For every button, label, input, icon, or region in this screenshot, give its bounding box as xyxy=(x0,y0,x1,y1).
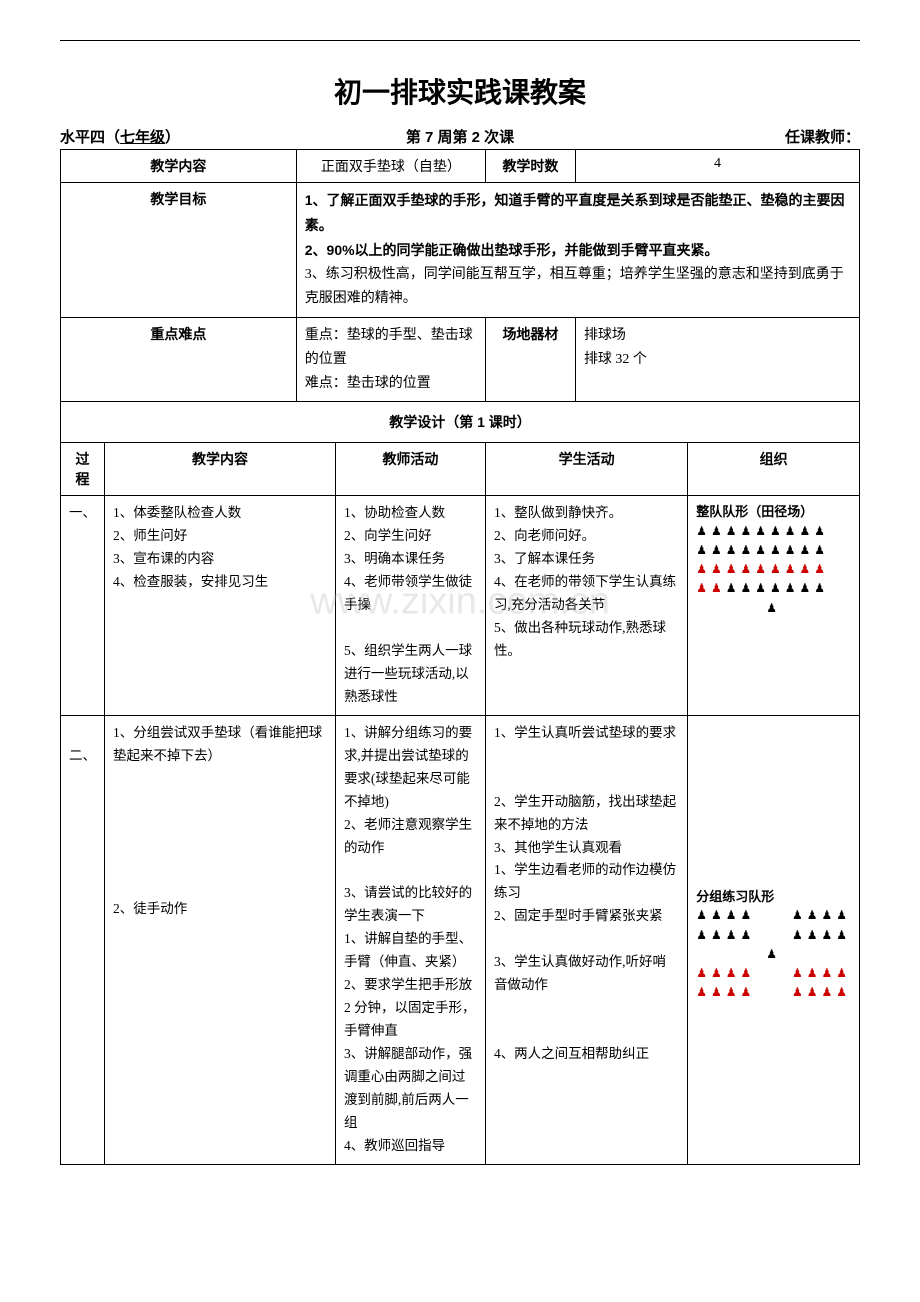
equip-value: 排球场 排球 32 个 xyxy=(575,317,859,401)
stage2-teacher-a: 1、讲解分组练习的要求,并提出尝试垫球的要求(球垫起来尽可能不掉地) 2、老师注… xyxy=(344,722,477,928)
col-org: 组织 xyxy=(688,443,860,496)
level-label: 水平四（ xyxy=(60,129,120,146)
stage2-num: 二、 xyxy=(61,715,105,1164)
col-content: 教学内容 xyxy=(105,443,336,496)
top-divider xyxy=(60,40,860,41)
meta-teacher: 任课教师： xyxy=(680,126,860,147)
stage1-content: 1、体委整队检查人数 2、师生问好 3、宣布课的内容 4、检查服装，安排见习生 xyxy=(105,496,336,715)
meta-level: 水平四（七年级） xyxy=(60,126,240,147)
focus-value: 重点：垫球的手型、垫击球的位置 难点：垫击球的位置 xyxy=(296,317,485,401)
content-value: 正面双手垫球（自垫） xyxy=(296,150,485,183)
meta-schedule: 第 7 周第 2 次课 xyxy=(240,126,680,147)
main-table: 教学内容 正面双手垫球（自垫） 教学时数 4 教学目标 1、了解正面双手垫球的手… xyxy=(60,149,860,1165)
formation-row: ♟♟♟♟ ♟♟♟♟ xyxy=(696,906,851,925)
focus-line1: 重点：垫球的手型、垫击球的位置 xyxy=(305,328,473,367)
stage2-student: 1、学生认真听尝试垫球的要求 2、学生开动脑筋，找出球垫起来不掉地的方法 3、其… xyxy=(485,715,687,1164)
col-teacher: 教师活动 xyxy=(335,443,485,496)
stage2-content-a: 1、分组尝试双手垫球（看谁能把球垫起来不掉下去） xyxy=(113,722,327,768)
row-col-headers: 过程 教学内容 教师活动 学生活动 组织 xyxy=(61,443,860,496)
formation-row: ♟♟♟♟ ♟♟♟♟ xyxy=(696,983,851,1002)
stage1-student: 1、整队做到静快齐。 2、向老师问好。 3、了解本课任务 4、在老师的带领下学生… xyxy=(485,496,687,715)
stage2-num-text: 二、 xyxy=(69,748,96,763)
stage2-org-title: 分组练习队形 xyxy=(696,887,851,907)
col-process: 过程 xyxy=(61,443,105,496)
level-close: ） xyxy=(165,129,180,146)
focus-line2: 难点：垫击球的位置 xyxy=(305,376,431,391)
stage2-student-a: 1、学生认真听尝试垫球的要求 2、学生开动脑筋，找出球垫起来不掉地的方法 3、其… xyxy=(494,722,679,860)
stage2-content: 1、分组尝试双手垫球（看谁能把球垫起来不掉下去） 2、徒手动作 xyxy=(105,715,336,1164)
time-value: 4 xyxy=(575,150,859,183)
page-title: 初一排球实践课教案 xyxy=(60,71,860,111)
goal-value: 1、了解正面双手垫球的手形，知道手臂的平直度是关系到球是否能垫正、垫稳的主要因素… xyxy=(296,183,859,318)
formation-row: ♟♟♟♟ ♟♟♟♟ xyxy=(696,964,851,983)
goal-label: 教学目标 xyxy=(61,183,297,318)
meta-row: 水平四（七年级） 第 7 周第 2 次课 任课教师： xyxy=(60,126,860,147)
formation-row: ♟♟♟♟ ♟♟♟♟ xyxy=(696,926,851,945)
stage1-org: 整队队形（田径场） ♟♟♟♟♟♟♟♟♟ ♟♟♟♟♟♟♟♟♟ ♟♟♟♟♟♟♟♟♟ … xyxy=(688,496,860,715)
formation-row: ♟♟♟♟♟♟♟♟♟ xyxy=(696,579,851,598)
stage1-teacher: 1、协助检查人数 2、向学生问好 3、明确本课任务 4、老师带领学生做徒手操 5… xyxy=(335,496,485,715)
time-label: 教学时数 xyxy=(485,150,575,183)
row-stage1: 一、 1、体委整队检查人数 2、师生问好 3、宣布课的内容 4、检查服装，安排见… xyxy=(61,496,860,715)
row-design-header: 教学设计（第 1 课时） xyxy=(61,402,860,443)
design-header: 教学设计（第 1 课时） xyxy=(61,402,860,443)
row-focus: 重点难点 重点：垫球的手型、垫击球的位置 难点：垫击球的位置 场地器材 排球场 … xyxy=(61,317,860,401)
grade: 七年级 xyxy=(120,129,165,146)
content-label: 教学内容 xyxy=(61,150,297,183)
stage1-num: 一、 xyxy=(61,496,105,715)
formation-row: ♟♟♟♟♟♟♟♟♟ xyxy=(696,560,851,579)
goal-line1: 1、了解正面双手垫球的手形，知道手臂的平直度是关系到球是否能垫正、垫稳的主要因素… xyxy=(305,192,845,233)
stage2-content-b: 2、徒手动作 xyxy=(113,898,327,921)
formation-teacher-icon: ♟ xyxy=(696,945,851,964)
goal-line3: 3、练习积极性高，同学间能互帮互学，相互尊重；培养学生坚强的意志和坚持到底勇于克… xyxy=(305,267,844,306)
spacer xyxy=(113,768,327,898)
stage1-org-title: 整队队形（田径场） xyxy=(696,502,851,522)
row-goal: 教学目标 1、了解正面双手垫球的手形，知道手臂的平直度是关系到球是否能垫正、垫稳… xyxy=(61,183,860,318)
row-content: 教学内容 正面双手垫球（自垫） 教学时数 4 xyxy=(61,150,860,183)
stage2-teacher-b: 1、讲解自垫的手型、手臂（伸直、夹紧） 2、要求学生把手形放2 分钟，以固定手形… xyxy=(344,928,477,1157)
stage2-student-b: 1、学生边看老师的动作边模仿练习 2、固定手型时手臂紧张夹紧 3、学生认真做好动… xyxy=(494,859,679,1065)
col-student: 学生活动 xyxy=(485,443,687,496)
formation-row: ♟♟♟♟♟♟♟♟♟ xyxy=(696,541,851,560)
equip-label: 场地器材 xyxy=(485,317,575,401)
formation-row: ♟♟♟♟♟♟♟♟♟ xyxy=(696,522,851,541)
stage2-org: 分组练习队形 ♟♟♟♟ ♟♟♟♟ ♟♟♟♟ ♟♟♟♟ ♟ ♟♟♟♟ ♟♟♟♟ ♟… xyxy=(688,715,860,1164)
goal-line2: 2、90%以上的同学能正确做出垫球手形，并能做到手臂平直夹紧。 xyxy=(305,242,719,258)
page: www.zixin.com.cn 初一排球实践课教案 水平四（七年级） 第 7 … xyxy=(60,40,860,1165)
stage2-teacher: 1、讲解分组练习的要求,并提出尝试垫球的要求(球垫起来尽可能不掉地) 2、老师注… xyxy=(335,715,485,1164)
row-stage2: 二、 1、分组尝试双手垫球（看谁能把球垫起来不掉下去） 2、徒手动作 1、讲解分… xyxy=(61,715,860,1164)
formation-teacher-icon: ♟ xyxy=(696,599,851,618)
focus-label: 重点难点 xyxy=(61,317,297,401)
spacer xyxy=(696,722,851,887)
